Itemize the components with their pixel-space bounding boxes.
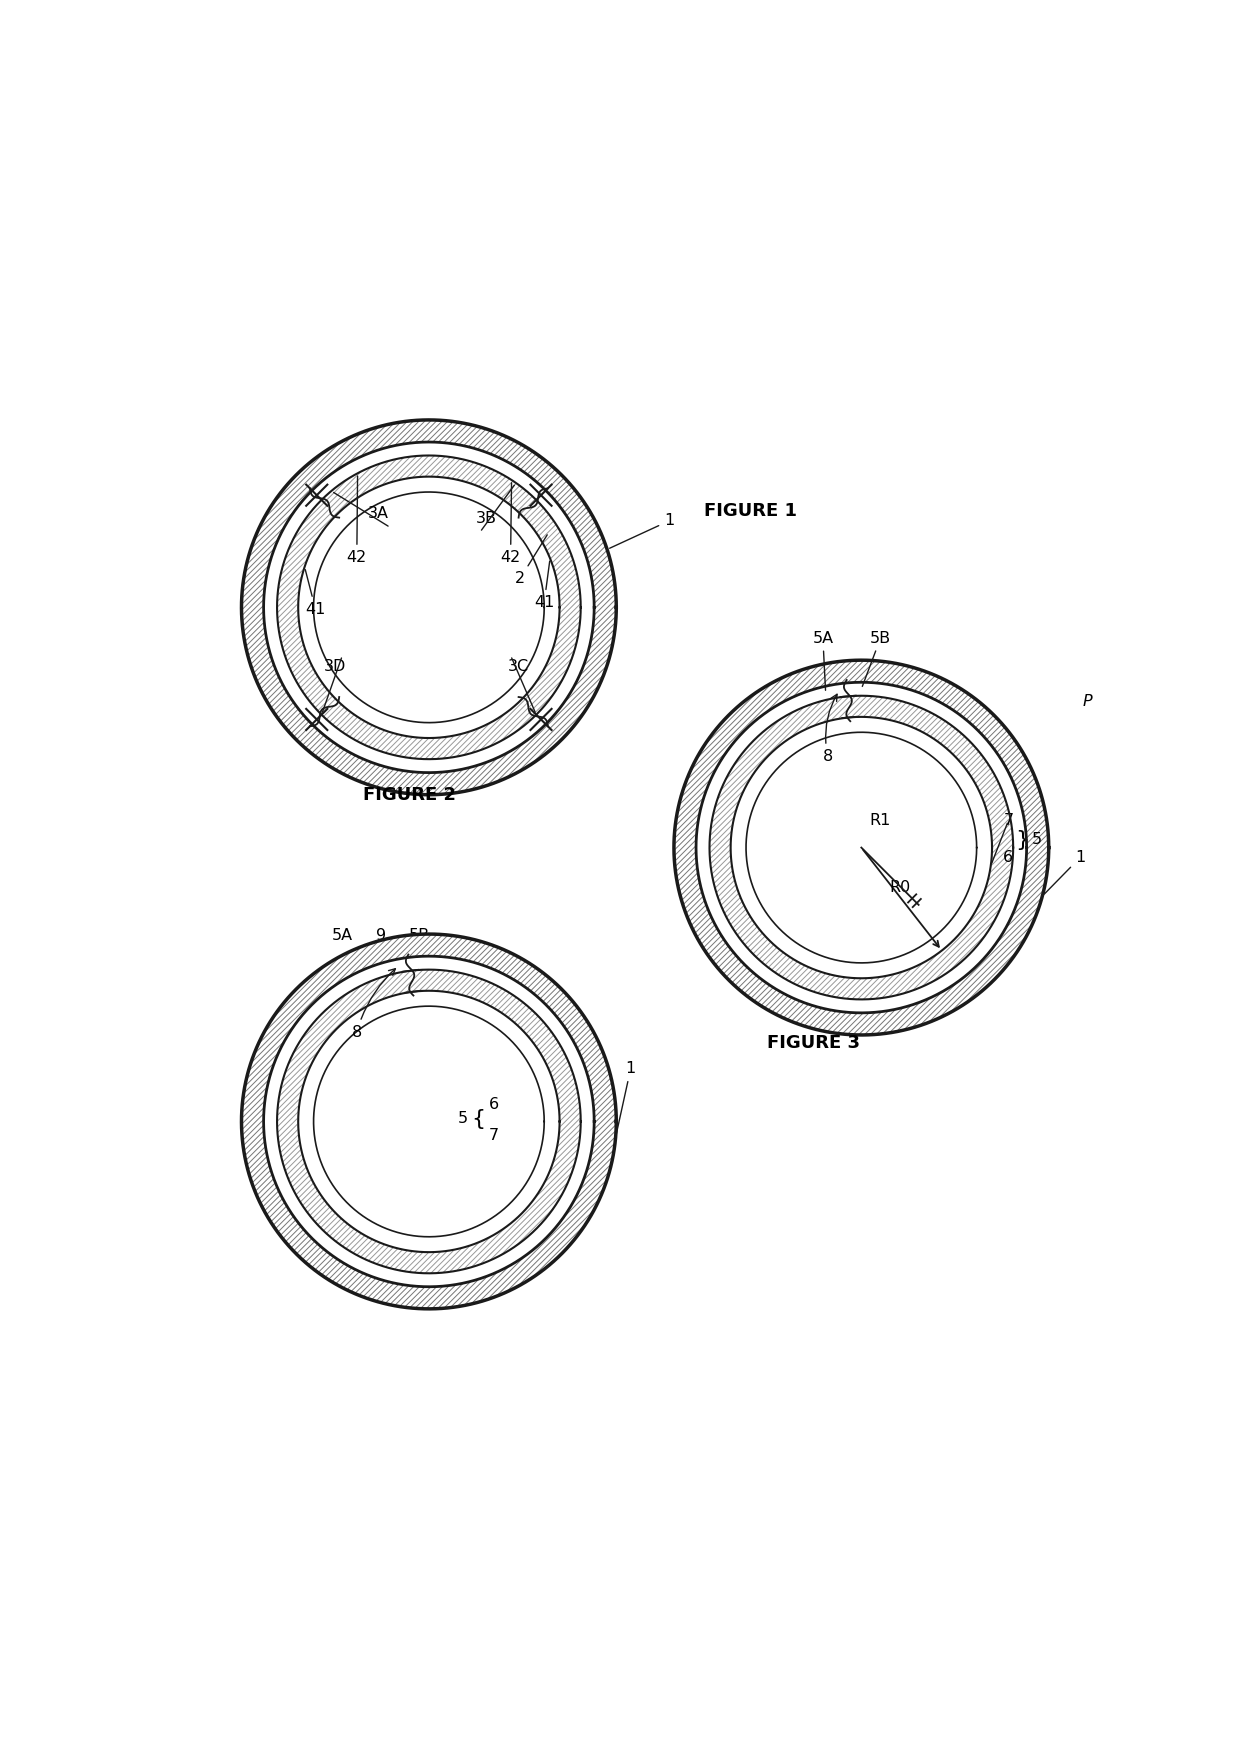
Polygon shape <box>242 420 616 796</box>
Text: 3D: 3D <box>324 660 346 674</box>
Polygon shape <box>675 660 1049 1035</box>
Polygon shape <box>298 991 559 1252</box>
Polygon shape <box>264 956 594 1286</box>
Text: 7: 7 <box>1003 813 1013 827</box>
Polygon shape <box>730 716 992 979</box>
Text: 5A: 5A <box>332 928 381 968</box>
Text: 5B: 5B <box>862 630 892 686</box>
Text: 42: 42 <box>501 483 521 564</box>
Text: 7: 7 <box>489 1129 500 1143</box>
Polygon shape <box>298 476 559 737</box>
Text: 9: 9 <box>376 928 408 968</box>
Text: 41: 41 <box>534 561 554 610</box>
Text: FIGURE 3: FIGURE 3 <box>766 1034 859 1051</box>
Text: 1: 1 <box>1044 850 1085 894</box>
Polygon shape <box>696 683 1027 1013</box>
Text: 42: 42 <box>347 476 367 564</box>
Text: R0: R0 <box>889 880 910 896</box>
Polygon shape <box>264 443 594 773</box>
Text: P: P <box>1083 693 1092 709</box>
Text: 5: 5 <box>1032 833 1043 847</box>
Text: FIGURE 2: FIGURE 2 <box>363 785 456 804</box>
Text: 5A: 5A <box>812 630 833 690</box>
Text: 3A: 3A <box>367 506 388 520</box>
Text: 1: 1 <box>605 1062 636 1184</box>
Text: 5B: 5B <box>409 928 430 960</box>
Text: }: } <box>1014 829 1029 850</box>
Text: 3B: 3B <box>476 512 497 526</box>
Text: 2: 2 <box>515 534 547 586</box>
Text: FIGURE 1: FIGURE 1 <box>704 503 797 520</box>
Polygon shape <box>242 935 616 1309</box>
Text: {: { <box>471 1108 485 1129</box>
Text: 8: 8 <box>352 968 396 1039</box>
Text: 5: 5 <box>458 1111 467 1125</box>
Text: 6: 6 <box>1003 850 1013 864</box>
Text: R1: R1 <box>870 813 892 827</box>
Text: 3C: 3C <box>507 660 528 674</box>
Text: 41: 41 <box>305 570 326 617</box>
Text: 1: 1 <box>610 513 675 549</box>
Text: 6: 6 <box>489 1097 500 1111</box>
Text: 8: 8 <box>822 695 837 764</box>
